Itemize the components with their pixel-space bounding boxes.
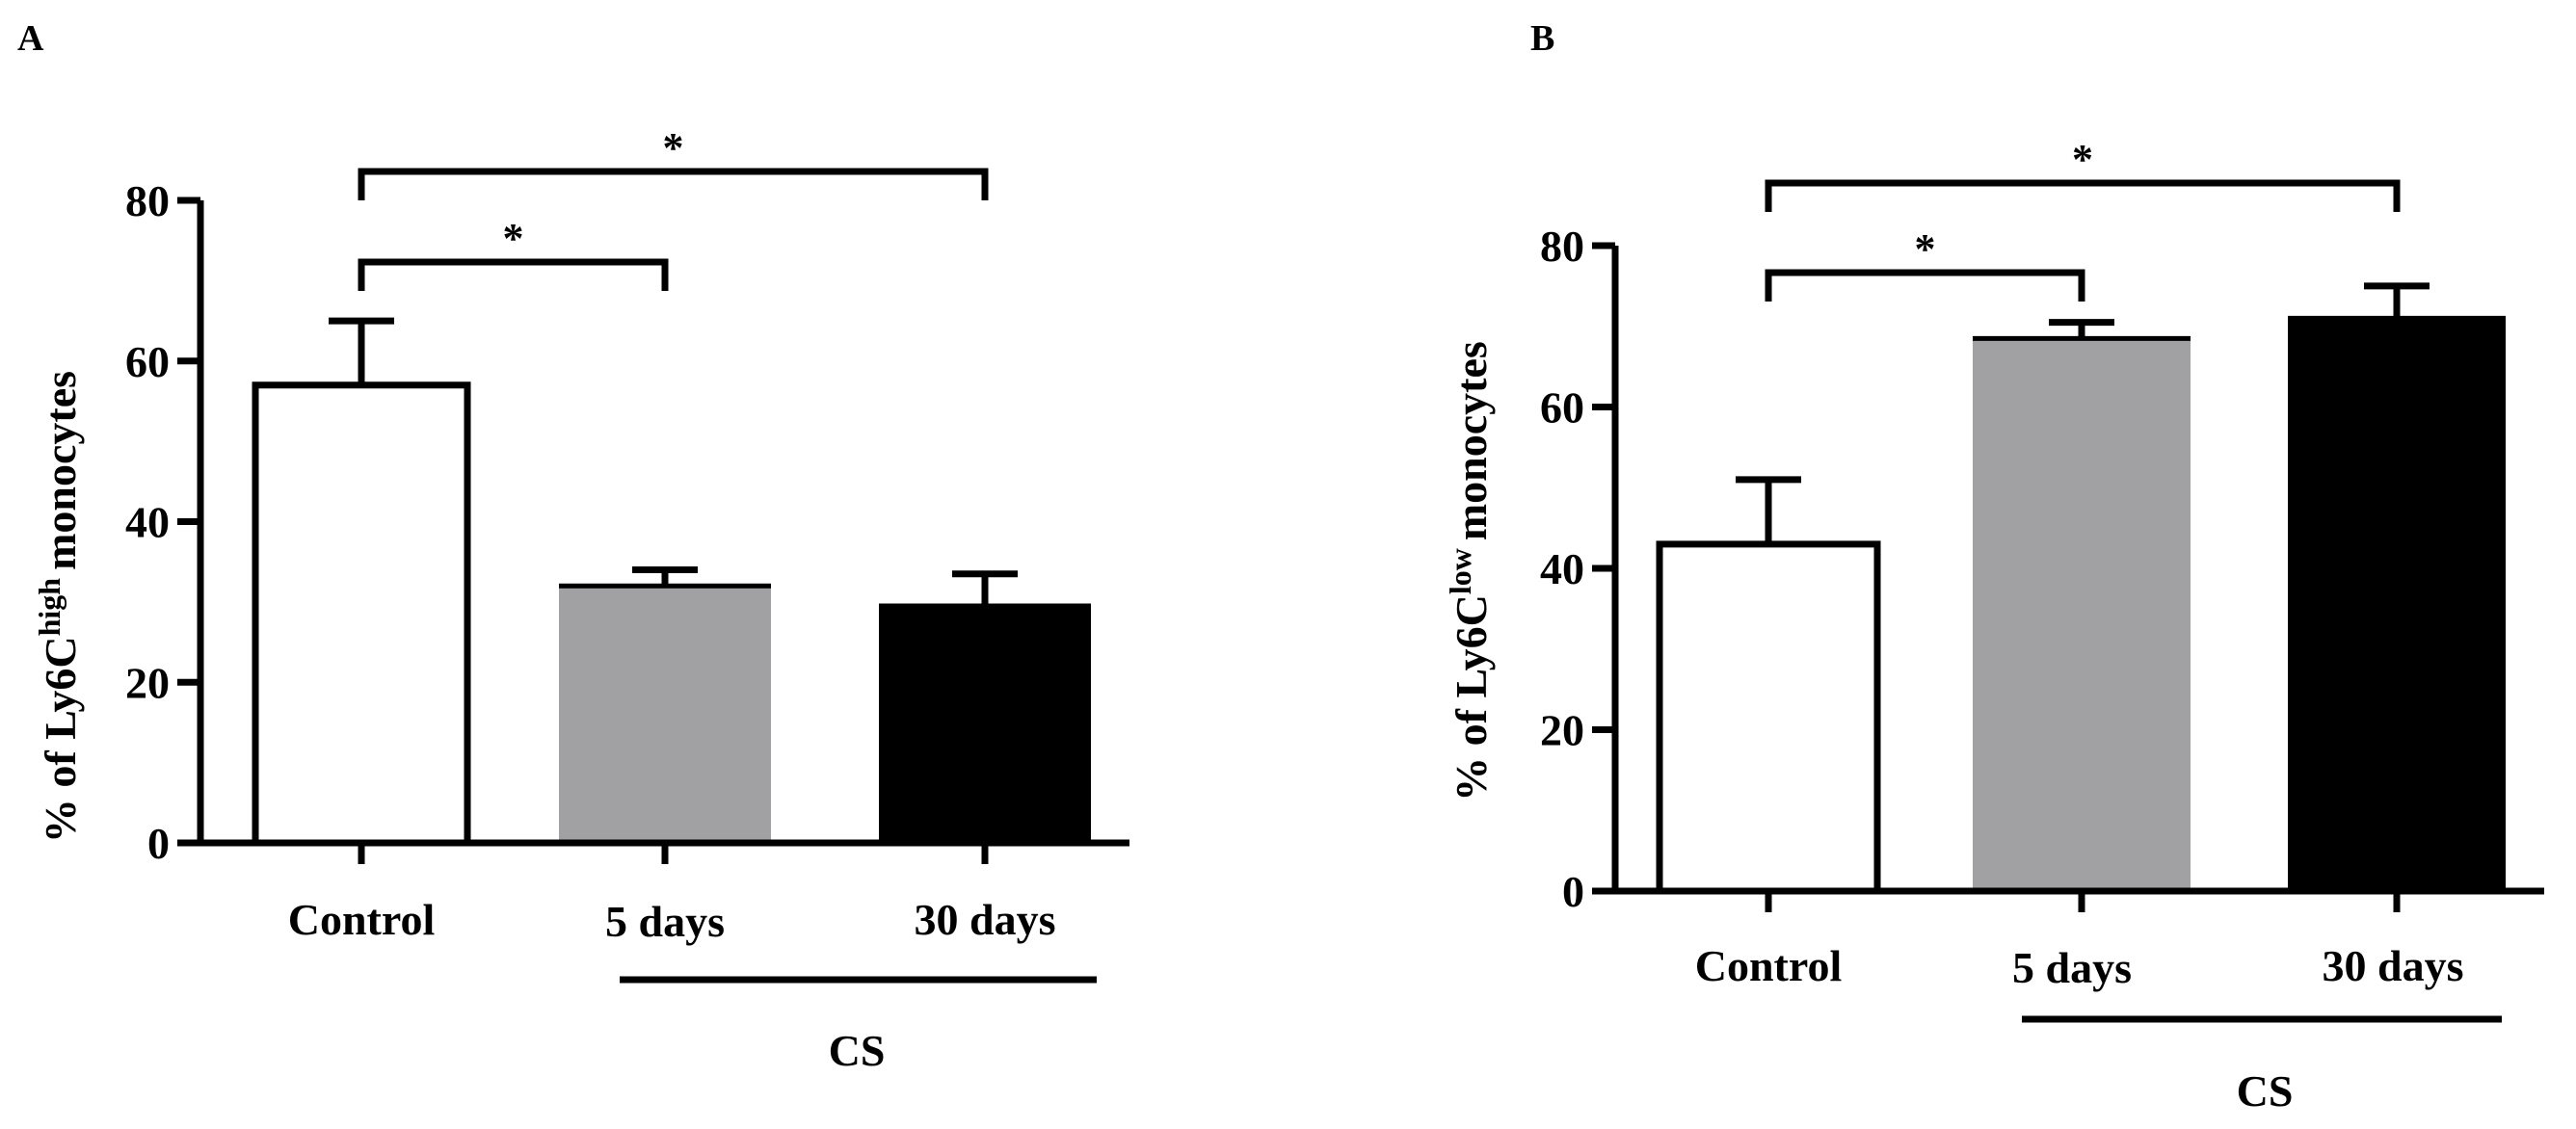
significance-bracket-1 bbox=[1765, 269, 2085, 302]
y-tick-label-60: 60 bbox=[125, 337, 170, 386]
group-label-cs-b: CS bbox=[2237, 1066, 2294, 1116]
bar-30days bbox=[2288, 318, 2506, 891]
significance-bracket-1 bbox=[358, 258, 669, 291]
bar-5days bbox=[559, 586, 771, 843]
significance-bracket-2 bbox=[358, 168, 989, 200]
x-tick-label-5days-a: 5 days bbox=[605, 897, 725, 946]
y-tick-label-0: 0 bbox=[147, 819, 170, 868]
bar-control bbox=[252, 381, 471, 847]
panel-label-b: B bbox=[1530, 18, 1554, 59]
bar-control bbox=[1656, 540, 1881, 895]
y-tick-label-20: 20 bbox=[125, 658, 170, 707]
y-tick-label-40: 40 bbox=[1540, 544, 1584, 593]
x-tick-label-control-a: Control bbox=[288, 895, 436, 944]
significance-star-1: * bbox=[503, 215, 524, 262]
group-label-cs-a: CS bbox=[829, 1026, 886, 1075]
bar-5days bbox=[1973, 338, 2191, 891]
y-tick-label-20: 20 bbox=[1540, 706, 1584, 755]
x-tick-label-30days-a: 30 days bbox=[915, 895, 1056, 944]
bar-30days bbox=[879, 606, 1091, 843]
y-axis-ticks-a: 0 20 40 60 80 bbox=[125, 176, 200, 868]
y-axis-title-b: % of Ly6Clowmonocytes bbox=[1443, 341, 1496, 801]
significance-star-2: * bbox=[663, 124, 684, 171]
y-tick-label-80: 80 bbox=[125, 176, 170, 225]
y-axis-title-a: % of Ly6Chighmonocytes bbox=[32, 371, 85, 843]
y-axis-ticks-b: 0 20 40 60 80 bbox=[1540, 222, 1615, 916]
y-tick-label-80: 80 bbox=[1540, 222, 1584, 271]
y-tick-label-0: 0 bbox=[1562, 867, 1584, 916]
significance-brackets-b: ** bbox=[1765, 136, 2401, 302]
significance-star-1: * bbox=[1915, 225, 1936, 273]
x-tick-label-30days-b: 30 days bbox=[2323, 941, 2464, 990]
bars-b bbox=[1656, 282, 2506, 912]
x-tick-label-5days-b: 5 days bbox=[2012, 943, 2132, 992]
bars-a bbox=[252, 317, 1091, 864]
significance-star-2: * bbox=[2072, 136, 2093, 183]
x-tick-label-control-b: Control bbox=[1695, 941, 1843, 990]
y-tick-label-60: 60 bbox=[1540, 383, 1584, 433]
panel-label-a: A bbox=[17, 18, 44, 59]
significance-bracket-2 bbox=[1765, 179, 2401, 212]
significance-brackets-a: ** bbox=[358, 124, 989, 291]
y-tick-label-40: 40 bbox=[125, 498, 170, 547]
